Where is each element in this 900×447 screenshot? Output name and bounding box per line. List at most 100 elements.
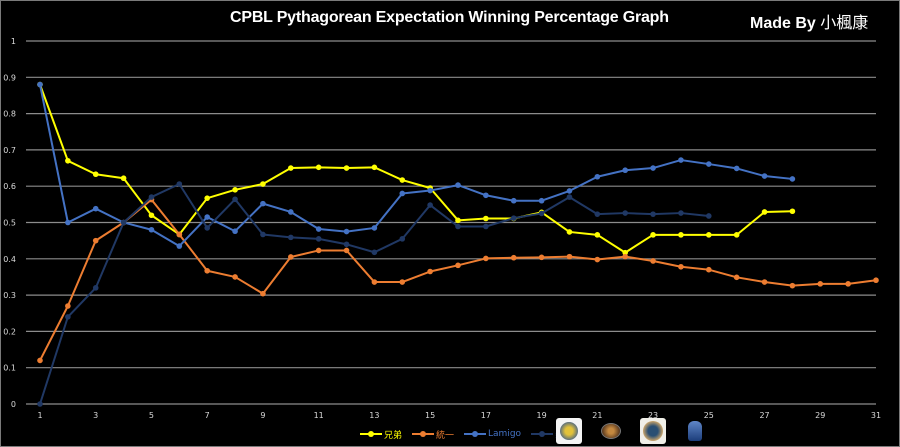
lamigo-monkeys-logo <box>640 418 666 444</box>
data-point <box>65 303 71 309</box>
data-point <box>622 253 628 260</box>
series-group <box>37 81 879 407</box>
data-point <box>92 205 99 212</box>
data-point <box>622 249 628 256</box>
legend-item-uni[interactable]: 統一 <box>412 428 454 441</box>
data-point <box>120 219 127 226</box>
data-point <box>510 215 517 221</box>
data-point <box>594 232 601 238</box>
data-point <box>706 266 712 273</box>
data-point <box>761 279 768 285</box>
data-point <box>288 234 294 241</box>
data-point <box>343 241 350 248</box>
data-point <box>315 164 322 171</box>
data-point <box>873 277 879 284</box>
data-point <box>789 176 796 182</box>
author-name: 小楓康 <box>820 15 869 32</box>
y-tick-label: 0.7 <box>3 146 16 155</box>
legend-label: 統一 <box>436 430 455 441</box>
data-point <box>483 215 489 222</box>
series-3 <box>37 181 712 407</box>
data-point <box>650 258 656 264</box>
y-tick-label: 0.3 <box>3 291 16 300</box>
data-point <box>761 209 768 215</box>
data-point <box>92 237 99 244</box>
data-point <box>650 211 656 217</box>
y-tick-label: 1 <box>11 37 16 46</box>
data-point <box>315 226 322 232</box>
data-point <box>65 314 71 320</box>
data-point <box>232 228 238 235</box>
data-point <box>706 232 712 238</box>
data-point <box>232 196 238 203</box>
x-tick-label: 13 <box>369 411 379 420</box>
data-point <box>399 279 406 285</box>
data-point <box>566 188 573 194</box>
legend-swatch-brothers <box>360 431 382 437</box>
data-point <box>483 192 489 199</box>
data-point <box>176 231 183 238</box>
data-point <box>37 357 43 364</box>
x-tick-label: 27 <box>759 411 769 420</box>
data-point <box>483 255 489 262</box>
data-point <box>176 181 183 187</box>
y-tick-label: 0.5 <box>3 219 16 228</box>
data-point <box>538 197 545 204</box>
data-point <box>706 213 712 219</box>
eda-rhinos-logo <box>682 418 708 444</box>
data-point <box>483 223 489 230</box>
data-point <box>65 157 71 164</box>
data-point <box>789 208 796 215</box>
data-point <box>455 262 461 269</box>
made-by-credit: Made By 小楓康 <box>750 9 868 33</box>
data-point <box>371 249 378 256</box>
x-tick-label: 19 <box>537 411 547 420</box>
data-point <box>92 285 99 291</box>
data-point <box>566 194 573 200</box>
uni-lions-logo <box>598 418 624 444</box>
x-axis-ticks: 1 3 5 7 9 11 13 15 17 19 21 23 25 27 29 31 <box>37 411 881 420</box>
data-point <box>371 279 378 285</box>
legend-item-lamigo[interactable]: Lamigo <box>464 429 521 439</box>
data-point <box>678 232 684 238</box>
data-point <box>733 165 740 172</box>
legend-item-brothers[interactable]: 兄弟 <box>360 428 402 441</box>
data-point <box>510 197 517 204</box>
data-point <box>343 165 350 171</box>
data-point <box>510 254 517 261</box>
data-point <box>232 187 238 193</box>
legend: 兄弟 統一 Lamigo 義大 <box>360 428 573 441</box>
x-tick-label: 11 <box>314 411 324 420</box>
data-point <box>845 281 851 287</box>
x-tick-label: 29 <box>815 411 825 420</box>
data-point <box>622 167 628 174</box>
x-tick-label: 7 <box>205 411 210 420</box>
data-point <box>678 157 684 163</box>
series-line <box>39 84 793 248</box>
x-tick-label: 21 <box>592 411 602 420</box>
data-point <box>120 175 127 182</box>
x-tick-label: 5 <box>149 411 154 420</box>
data-point <box>37 81 43 88</box>
legend-swatch-uni <box>412 431 435 437</box>
data-point <box>678 210 684 216</box>
data-point <box>427 187 433 194</box>
data-point <box>204 225 210 231</box>
data-point <box>650 165 656 171</box>
y-tick-label: 0.1 <box>3 364 16 373</box>
series-1 <box>37 196 879 364</box>
data-point <box>204 214 210 220</box>
series-line <box>39 84 793 254</box>
data-point <box>315 247 322 254</box>
brothers-logo <box>556 418 582 444</box>
data-point <box>455 217 461 224</box>
data-point <box>399 177 406 183</box>
x-tick-label: 23 <box>648 411 658 420</box>
data-point <box>678 263 684 270</box>
data-point <box>399 190 406 197</box>
data-point <box>288 209 294 215</box>
data-point <box>733 274 740 281</box>
data-point <box>148 226 155 233</box>
data-point <box>817 281 824 287</box>
x-tick-label: 31 <box>871 411 881 420</box>
